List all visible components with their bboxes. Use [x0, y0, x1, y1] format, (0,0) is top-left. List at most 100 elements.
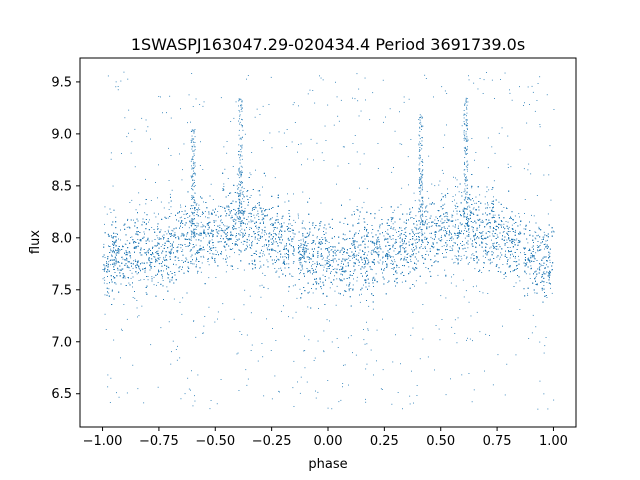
data-point — [222, 258, 224, 260]
data-point — [115, 255, 117, 256]
data-point — [312, 223, 314, 225]
data-point — [249, 229, 250, 230]
data-point — [257, 228, 259, 230]
data-point — [379, 227, 381, 229]
data-point — [262, 255, 263, 257]
data-point — [165, 256, 166, 258]
data-point — [114, 244, 116, 246]
data-point — [365, 262, 366, 264]
data-point — [481, 272, 483, 273]
data-point — [487, 236, 489, 238]
data-point — [487, 259, 489, 261]
data-point — [232, 248, 234, 250]
data-point — [215, 249, 217, 251]
data-point — [393, 259, 395, 261]
data-point — [392, 256, 394, 258]
data-point — [472, 212, 474, 214]
data-point — [509, 218, 510, 219]
data-point — [414, 262, 415, 264]
data-point — [547, 239, 548, 241]
data-point — [198, 234, 199, 236]
data-point — [276, 215, 278, 217]
data-point — [396, 277, 398, 279]
data-point — [489, 227, 491, 229]
data-point — [181, 216, 182, 218]
data-point — [264, 215, 266, 217]
data-point — [540, 263, 542, 265]
data-point — [112, 237, 114, 239]
data-point — [170, 243, 171, 244]
data-point — [289, 223, 291, 225]
data-point — [454, 234, 456, 236]
data-point — [519, 216, 520, 218]
data-point — [476, 261, 478, 263]
data-point — [356, 254, 358, 256]
data-point — [514, 215, 516, 217]
data-point — [290, 236, 291, 238]
data-point — [189, 250, 191, 252]
data-point — [352, 245, 354, 246]
data-point — [273, 228, 275, 230]
data-point — [218, 205, 220, 207]
data-point — [220, 219, 222, 221]
data-point — [170, 271, 172, 272]
data-point — [148, 221, 149, 223]
data-point — [535, 232, 537, 233]
data-points — [102, 71, 555, 410]
data-point — [144, 252, 146, 254]
data-point — [271, 241, 273, 243]
data-point — [126, 240, 128, 242]
data-point — [401, 240, 403, 241]
data-point — [127, 218, 129, 220]
data-point — [257, 231, 259, 233]
data-point — [122, 258, 124, 260]
data-point — [451, 247, 453, 249]
data-point — [505, 221, 507, 222]
data-point — [379, 244, 381, 246]
data-point — [174, 259, 176, 261]
data-point — [138, 268, 140, 269]
data-point — [346, 239, 347, 240]
data-point — [414, 226, 416, 228]
data-point — [110, 212, 112, 213]
data-point — [377, 255, 379, 257]
data-point — [102, 278, 104, 280]
data-point — [194, 231, 195, 233]
data-point — [485, 233, 487, 235]
data-point — [409, 212, 411, 213]
data-point — [497, 248, 499, 250]
data-point — [446, 240, 448, 241]
data-point — [390, 217, 392, 218]
data-point — [426, 219, 428, 221]
data-point — [195, 239, 197, 241]
data-point — [469, 206, 471, 208]
data-point — [465, 196, 467, 198]
data-point — [137, 239, 139, 240]
data-point — [288, 255, 290, 257]
data-point — [394, 229, 396, 231]
data-point — [212, 199, 214, 200]
data-point — [152, 253, 153, 254]
data-point — [133, 241, 135, 243]
data-point — [543, 271, 545, 273]
data-point — [180, 247, 182, 249]
data-point — [239, 250, 241, 251]
data-point — [486, 224, 487, 226]
data-point — [447, 216, 449, 218]
data-point — [474, 202, 476, 204]
data-point — [218, 233, 220, 235]
data-point — [151, 227, 153, 228]
data-point — [512, 239, 514, 241]
data-point — [260, 266, 262, 268]
data-point — [538, 234, 539, 236]
data-point — [323, 269, 324, 271]
data-point — [359, 215, 360, 217]
data-point — [492, 235, 494, 237]
data-point — [364, 246, 366, 248]
data-point — [166, 233, 168, 235]
data-point — [120, 239, 121, 241]
data-point — [205, 235, 207, 237]
data-point — [220, 230, 222, 231]
data-point — [365, 279, 367, 281]
data-point — [471, 212, 473, 214]
